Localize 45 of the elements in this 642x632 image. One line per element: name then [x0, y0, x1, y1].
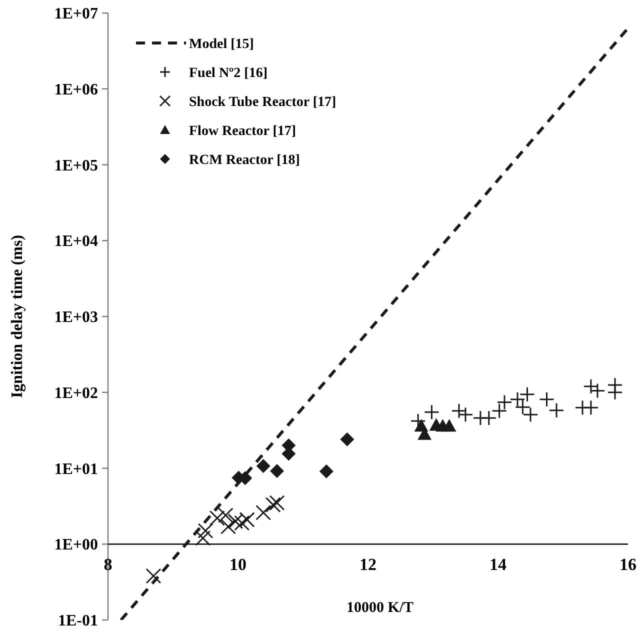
point [607, 384, 623, 400]
point [319, 464, 334, 478]
y-tick-label: 1E-01 [58, 612, 98, 630]
point [340, 432, 354, 446]
y-tick-label: 1E+05 [54, 157, 98, 174]
x-axis-title: 10000 K/T [346, 600, 414, 616]
point [548, 402, 564, 418]
legend-label: Model [15] [189, 36, 254, 52]
x-tick-label: 14 [490, 555, 507, 574]
legend-label: Flow Reactor [17] [189, 124, 296, 139]
point [256, 504, 272, 520]
y-tick-label: 1E+04 [54, 233, 98, 250]
point [496, 394, 512, 410]
point [209, 510, 225, 526]
point [583, 400, 599, 416]
point [270, 464, 284, 478]
point [424, 404, 440, 420]
point [492, 403, 508, 419]
y-tick-label: 1E+07 [54, 6, 98, 23]
point [481, 410, 497, 426]
point [234, 515, 250, 531]
legend-label: Shock Tube Reactor [17] [189, 94, 336, 110]
point [218, 508, 234, 524]
legend-label: RCM Reactor [18] [189, 152, 300, 168]
point [146, 568, 162, 584]
legend-label: Fuel Nº2 [16] [189, 66, 268, 81]
x-tick-label: 12 [360, 555, 376, 574]
point [265, 497, 281, 513]
y-tick-label: 1E+06 [54, 81, 98, 98]
y-tick-label: 1E+00 [54, 536, 98, 554]
x-tick-label: 10 [230, 555, 246, 574]
point [256, 459, 270, 474]
point [220, 518, 236, 534]
x-tick-label: 16 [620, 555, 636, 574]
y-tick-label: 1E+02 [54, 384, 98, 402]
y-axis-title: Ignition delay time (ms) [9, 234, 26, 398]
x-tick-label: 8 [104, 555, 112, 574]
y-tick-label: 1E+01 [54, 460, 98, 478]
point [442, 419, 456, 432]
point [198, 523, 214, 539]
y-tick-label: 1E+03 [54, 309, 98, 326]
point [539, 392, 554, 408]
point [520, 386, 535, 402]
point [269, 495, 285, 511]
point [195, 530, 211, 546]
